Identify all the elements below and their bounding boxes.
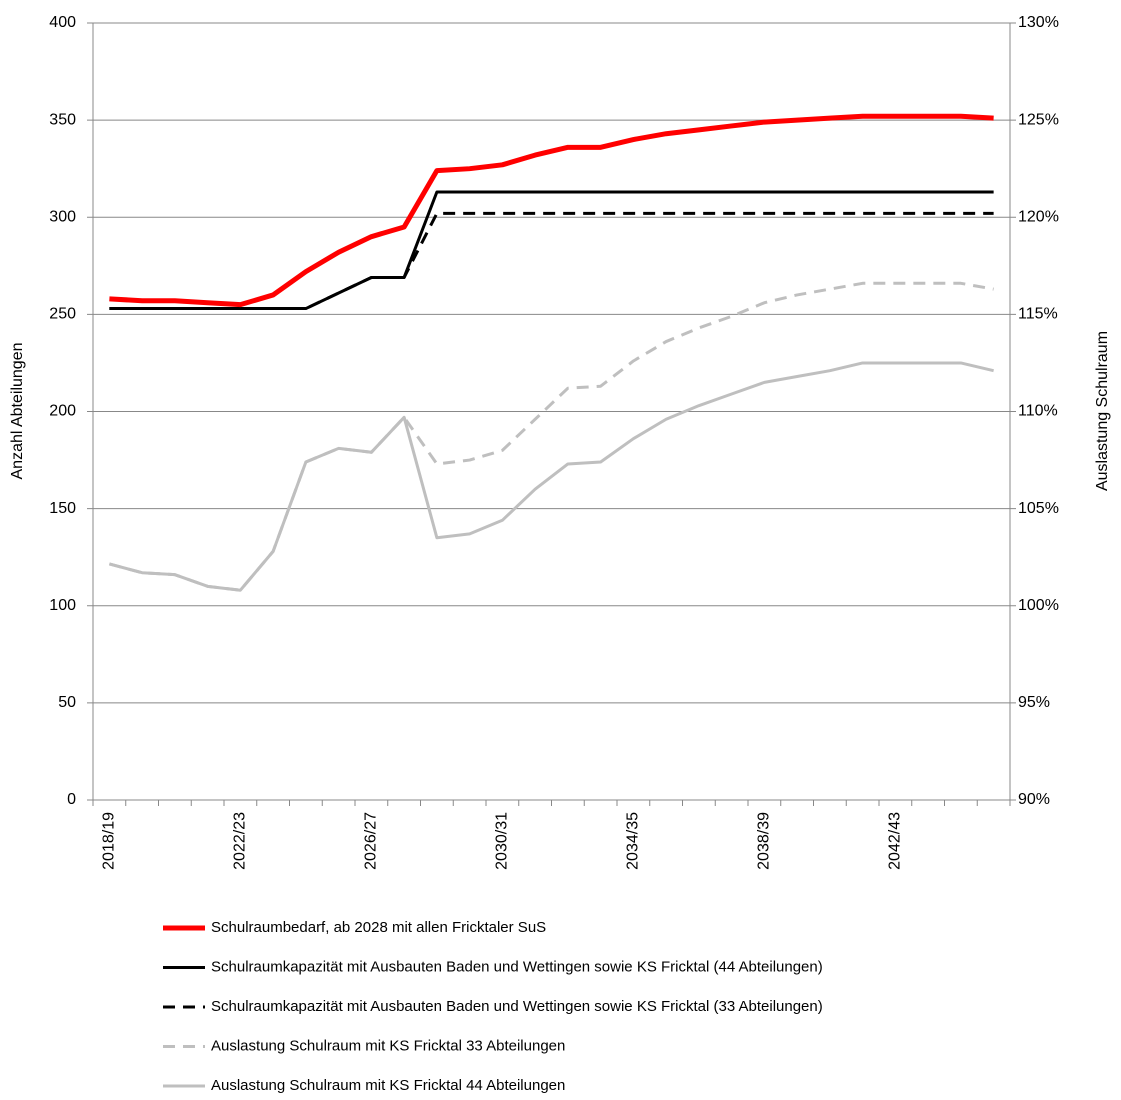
legend-label: Schulraumkapazität mit Ausbauten Baden u… xyxy=(211,958,823,975)
series-line xyxy=(109,190,994,311)
x-tick-label: 2038/39 xyxy=(756,812,773,870)
y-tick-label: 250 xyxy=(49,306,76,323)
y-tick-label: 0 xyxy=(67,791,76,808)
y2-tick-label: 115% xyxy=(1018,306,1058,323)
series-line xyxy=(108,361,994,592)
series-line xyxy=(109,211,994,311)
y-axis-title: Anzahl Abteilungen xyxy=(9,343,26,480)
x-tick-label: 2022/23 xyxy=(232,812,249,870)
legend: Schulraumbedarf, ab 2028 mit allen Frick… xyxy=(163,919,823,1094)
y2-tick-label: 100% xyxy=(1018,597,1059,614)
y-tick-label: 400 xyxy=(49,14,76,31)
y2-tick-label: 90% xyxy=(1018,791,1050,808)
series-line xyxy=(109,113,994,308)
y-tick-label: 300 xyxy=(49,208,76,225)
x-tick-label: 2034/35 xyxy=(625,812,642,870)
y2-tick-label: 120% xyxy=(1018,208,1059,225)
legend-label: Schulraumbedarf, ab 2028 mit allen Frick… xyxy=(211,919,546,936)
legend-label: Auslastung Schulraum mit KS Fricktal 33 … xyxy=(211,1037,565,1054)
x-tick-label: 2026/27 xyxy=(363,812,380,870)
x-tick-label: 2042/43 xyxy=(887,812,904,870)
y-tick-label: 150 xyxy=(49,500,76,517)
y2-tick-label: 95% xyxy=(1018,694,1050,711)
series-line xyxy=(108,281,994,592)
y-tick-label: 200 xyxy=(49,403,76,420)
y-tick-label: 50 xyxy=(58,694,76,711)
y2-axis-title: Auslastung Schulraum xyxy=(1094,331,1111,491)
y-tick-label: 350 xyxy=(49,111,76,128)
x-tick-label: 2030/31 xyxy=(494,812,511,870)
y2-tick-label: 110% xyxy=(1018,403,1058,420)
x-tick-label: 2018/19 xyxy=(101,812,118,870)
y2-tick-label: 105% xyxy=(1018,500,1059,517)
legend-label: Schulraumkapazität mit Ausbauten Baden u… xyxy=(211,998,823,1015)
y2-tick-label: 125% xyxy=(1018,111,1059,128)
y2-tick-label: 130% xyxy=(1018,14,1059,31)
y-tick-label: 100 xyxy=(49,597,76,614)
legend-label: Auslastung Schulraum mit KS Fricktal 44 … xyxy=(211,1077,565,1094)
